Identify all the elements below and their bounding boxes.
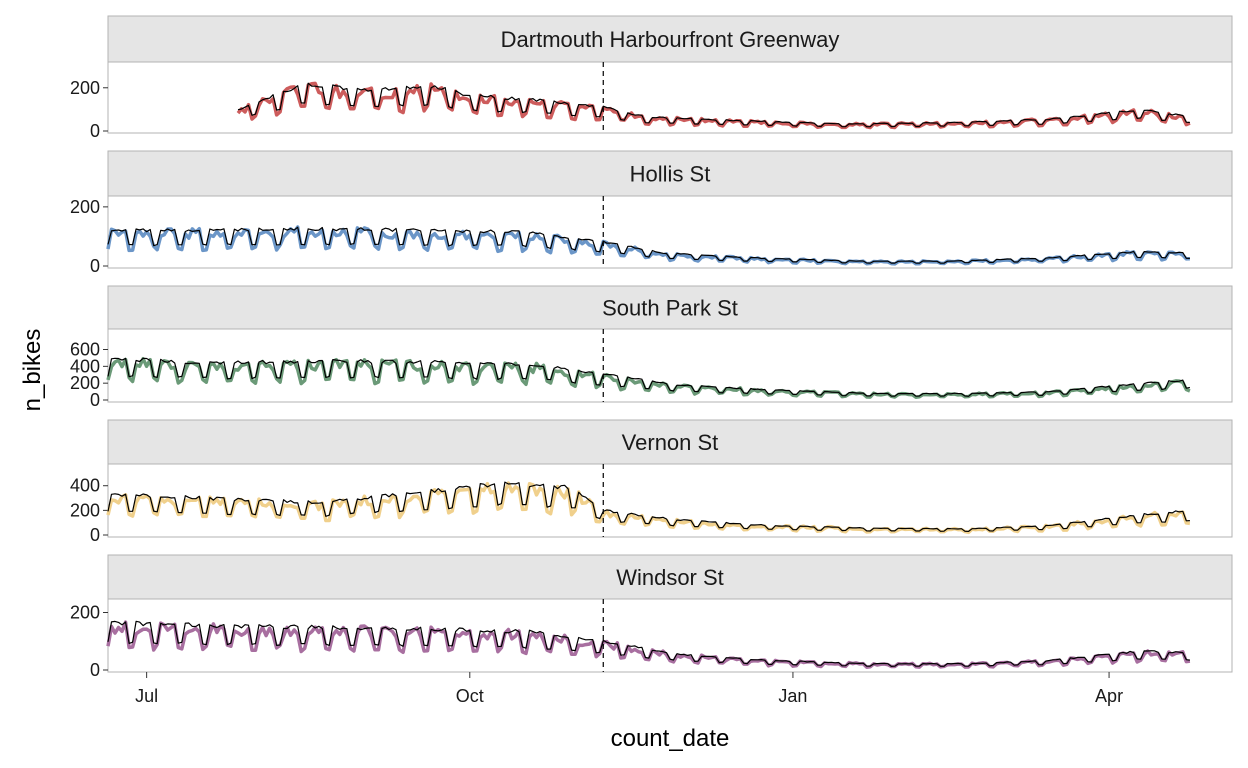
facet-title: Windsor St bbox=[616, 565, 724, 590]
y-tick-label: 0 bbox=[90, 525, 100, 545]
facet-panel: Windsor St 0 200 bbox=[70, 554, 1233, 680]
x-tick-label: Jan bbox=[778, 686, 807, 706]
series-observed bbox=[106, 620, 1191, 669]
x-tick-label: Oct bbox=[456, 686, 484, 706]
y-tick-label: 200 bbox=[70, 197, 100, 217]
series-observed bbox=[106, 481, 1191, 535]
facet-title: Vernon St bbox=[622, 430, 719, 455]
y-tick-label: 200 bbox=[70, 603, 100, 623]
y-tick-label: 600 bbox=[70, 340, 100, 360]
panel-border bbox=[107, 61, 1233, 134]
y-axis-title: n_bikes bbox=[19, 329, 46, 412]
x-axis: Jul Oct Jan Apr bbox=[135, 672, 1123, 706]
y-tick-label: 200 bbox=[70, 78, 100, 98]
facets: Dartmouth Harbourfront Greenway0200Holli… bbox=[70, 15, 1233, 680]
series-fitted bbox=[107, 620, 1190, 667]
series-fitted bbox=[107, 481, 1190, 532]
x-axis-title: count_date bbox=[611, 725, 730, 752]
facet-panel: Hollis St 0 200 bbox=[70, 150, 1233, 276]
facet-title: Dartmouth Harbourfront Greenway bbox=[501, 27, 840, 52]
y-tick-label: 0 bbox=[90, 390, 100, 410]
panel-border bbox=[107, 328, 1233, 403]
facet-strip bbox=[107, 285, 1233, 330]
panel-border bbox=[107, 463, 1233, 538]
series-observed bbox=[106, 356, 1191, 399]
series-observed bbox=[236, 81, 1191, 130]
panel-border bbox=[107, 598, 1233, 673]
facet-strip bbox=[107, 150, 1233, 197]
y-tick-label: 0 bbox=[90, 121, 100, 141]
y-tick-label: 400 bbox=[70, 476, 100, 496]
facet-panel: Dartmouth Harbourfront Greenway 0 200 bbox=[70, 15, 1233, 141]
y-tick-label: 200 bbox=[70, 500, 100, 520]
series-fitted bbox=[107, 357, 1191, 397]
x-tick-label: Jul bbox=[135, 686, 158, 706]
panel-border bbox=[107, 195, 1233, 269]
y-tick-label: 0 bbox=[90, 660, 100, 680]
facet-panel: Vernon St 0 200 400 bbox=[70, 419, 1233, 545]
y-tick-label: 200 bbox=[70, 373, 100, 393]
series-fitted bbox=[107, 226, 1190, 264]
facet-strip bbox=[107, 554, 1233, 600]
x-tick-label: Apr bbox=[1095, 686, 1123, 706]
y-tick-label: 400 bbox=[70, 356, 100, 376]
facet-strip bbox=[107, 15, 1233, 63]
y-tick-label: 0 bbox=[90, 256, 100, 276]
facet-title: Hollis St bbox=[630, 162, 711, 187]
series-fitted bbox=[237, 82, 1190, 128]
facet-title: South Park St bbox=[602, 296, 738, 321]
facet-strip bbox=[107, 419, 1233, 465]
